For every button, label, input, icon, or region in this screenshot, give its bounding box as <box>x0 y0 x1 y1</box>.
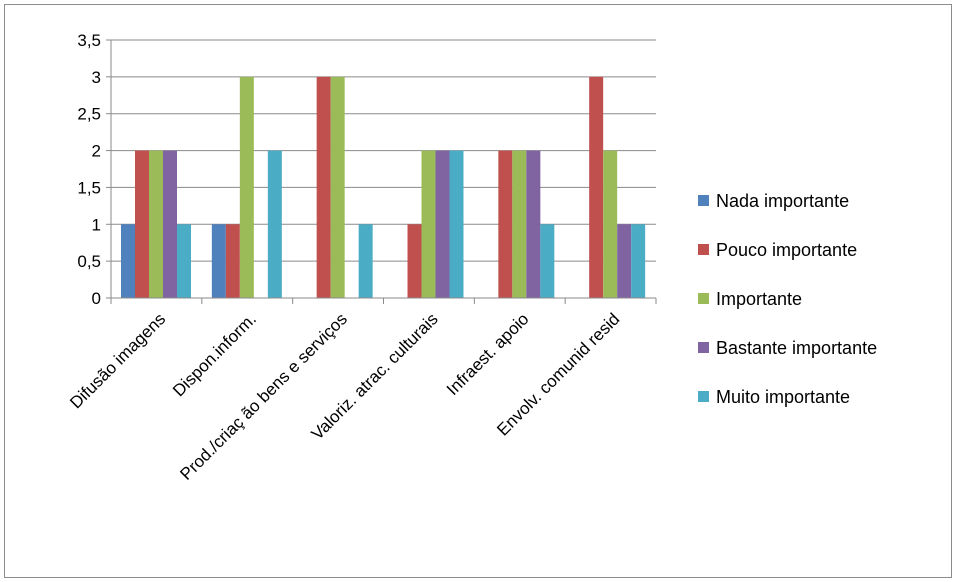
bar <box>407 224 422 298</box>
legend-swatch <box>698 342 709 353</box>
x-category-label: Dispon.inform. <box>169 309 260 400</box>
bar <box>330 76 345 298</box>
y-tick-label: 3 <box>92 68 101 87</box>
bar <box>225 224 240 298</box>
x-category-label: Prod./criaç ão bens e serviços <box>176 309 350 483</box>
y-tick-label: 1,5 <box>77 178 101 197</box>
bar <box>239 76 254 298</box>
bar <box>603 150 618 298</box>
bar <box>121 224 135 298</box>
y-tick-label: 0,5 <box>77 252 101 271</box>
bar <box>177 224 191 298</box>
y-tick-label: 2,5 <box>77 105 101 124</box>
axes <box>110 40 657 304</box>
bar <box>435 150 450 298</box>
y-tick-label: 3,5 <box>77 31 101 50</box>
legend-label: Importante <box>716 289 802 309</box>
y-tick-label: 1 <box>92 215 101 234</box>
bar <box>617 224 632 298</box>
bar <box>267 150 282 298</box>
legend-swatch <box>698 195 709 206</box>
bar <box>163 150 177 298</box>
bar <box>526 150 541 298</box>
bar <box>135 150 149 298</box>
legend-swatch <box>698 244 709 255</box>
bar <box>540 224 555 298</box>
bar <box>421 150 436 298</box>
x-category-label: Infraest. apoio <box>443 309 533 399</box>
y-tick-label: 0 <box>92 289 101 308</box>
legend-label: Muito importante <box>716 387 850 407</box>
bar <box>211 224 226 298</box>
bar <box>512 150 527 298</box>
x-category-labels: Difusão imagens Dispon.inform.Prod./criaç… <box>66 309 623 483</box>
y-tick-label: 2 <box>92 142 101 161</box>
x-category-label: Difusão imagens <box>66 309 169 412</box>
y-tick-labels: 0 0,5 1 1,5 2 2,5 3 3,5 <box>77 31 101 308</box>
bars <box>121 76 646 298</box>
legend-label: Bastante importante <box>716 338 877 358</box>
legend-label: Pouco importante <box>716 240 857 260</box>
bar <box>149 150 163 298</box>
legend-swatch <box>698 293 709 304</box>
legend-label: Nada importante <box>716 191 849 211</box>
bar <box>589 76 604 298</box>
legend: Nada importante Pouco importante Important… <box>698 191 877 407</box>
bar <box>316 76 331 298</box>
bar <box>358 224 373 298</box>
legend-swatch <box>698 391 709 402</box>
bar <box>449 150 464 298</box>
bar <box>631 224 646 298</box>
bar <box>498 150 513 298</box>
gridlines <box>106 39 656 299</box>
